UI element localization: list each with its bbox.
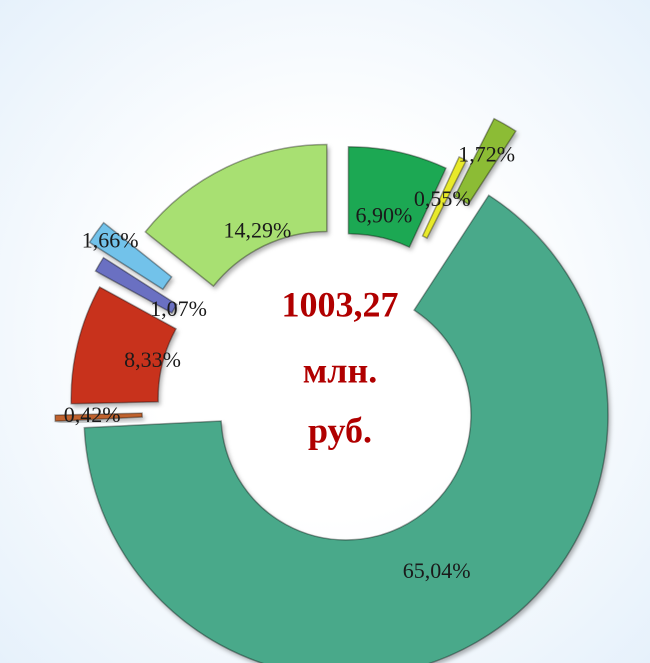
slice [347, 145, 447, 249]
slice [144, 143, 328, 288]
value-label: 0,42% [64, 402, 121, 427]
slice [88, 221, 173, 291]
center-label: млн. [303, 350, 377, 390]
value-label: 65,04% [403, 558, 471, 583]
center-label: руб. [308, 410, 372, 450]
value-label: 1,66% [82, 227, 139, 252]
slice [453, 117, 517, 206]
slice [83, 194, 609, 663]
labels: 6,90%0,55% 1,72% 65,04% 0,42% 8,33% 1,07% 1,66… [64, 142, 515, 583]
value-label: 0,55% [414, 186, 471, 211]
value-label: 8,33% [124, 347, 181, 372]
slices [54, 117, 609, 663]
slice [54, 412, 143, 423]
value-label: 14,29% [223, 217, 291, 242]
center-label: 1003,27 [282, 284, 399, 324]
value-label: 1,07% [150, 296, 207, 321]
value-label: 6,90% [356, 203, 413, 228]
slice [70, 286, 177, 405]
slice [94, 256, 178, 314]
value-label: 1,72% [458, 142, 515, 167]
slice [421, 155, 468, 240]
